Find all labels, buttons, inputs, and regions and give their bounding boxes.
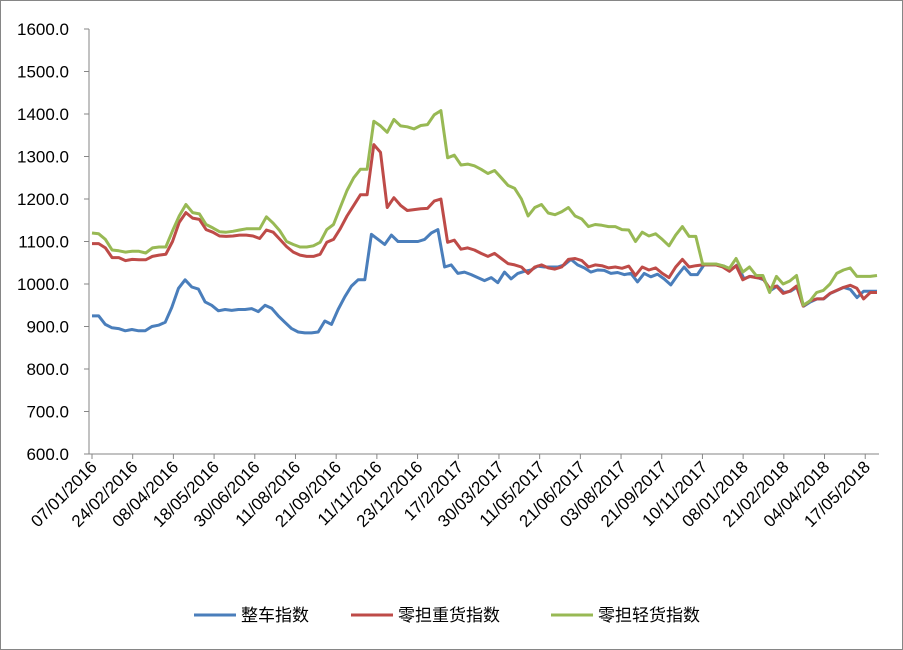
y-tick-label: 1200.0 bbox=[17, 190, 69, 209]
y-tick-label: 1300.0 bbox=[17, 148, 69, 167]
y-tick-label: 1400.0 bbox=[17, 105, 69, 124]
x-axis: 07/01/201624/02/201608/04/201618/05/2016… bbox=[27, 453, 879, 531]
y-tick-label: 600.0 bbox=[26, 445, 69, 464]
legend: 整车指数 零担重货指数 零担轻货指数 bbox=[194, 606, 700, 625]
y-tick-label: 1500.0 bbox=[17, 63, 69, 82]
legend-label: 整车指数 bbox=[241, 606, 309, 625]
y-tick-label: 1600.0 bbox=[17, 20, 69, 39]
series-line-2 bbox=[91, 109, 878, 307]
legend-label: 零担重货指数 bbox=[398, 606, 500, 625]
y-tick-label: 700.0 bbox=[26, 403, 69, 422]
y-tick-label: 800.0 bbox=[26, 360, 69, 379]
legend-label: 零担轻货指数 bbox=[598, 606, 700, 625]
series-line-0 bbox=[92, 228, 877, 335]
y-tick-label: 1100.0 bbox=[18, 233, 69, 252]
series-line-1 bbox=[92, 143, 877, 308]
y-tick-label: 1000.0 bbox=[17, 275, 69, 294]
y-axis: 600.0 700.0 800.0 900.0 1000.0 1100.0 1200.0 13… bbox=[17, 20, 90, 464]
series-lines bbox=[91, 109, 878, 335]
y-tick-label: 900.0 bbox=[26, 318, 69, 337]
